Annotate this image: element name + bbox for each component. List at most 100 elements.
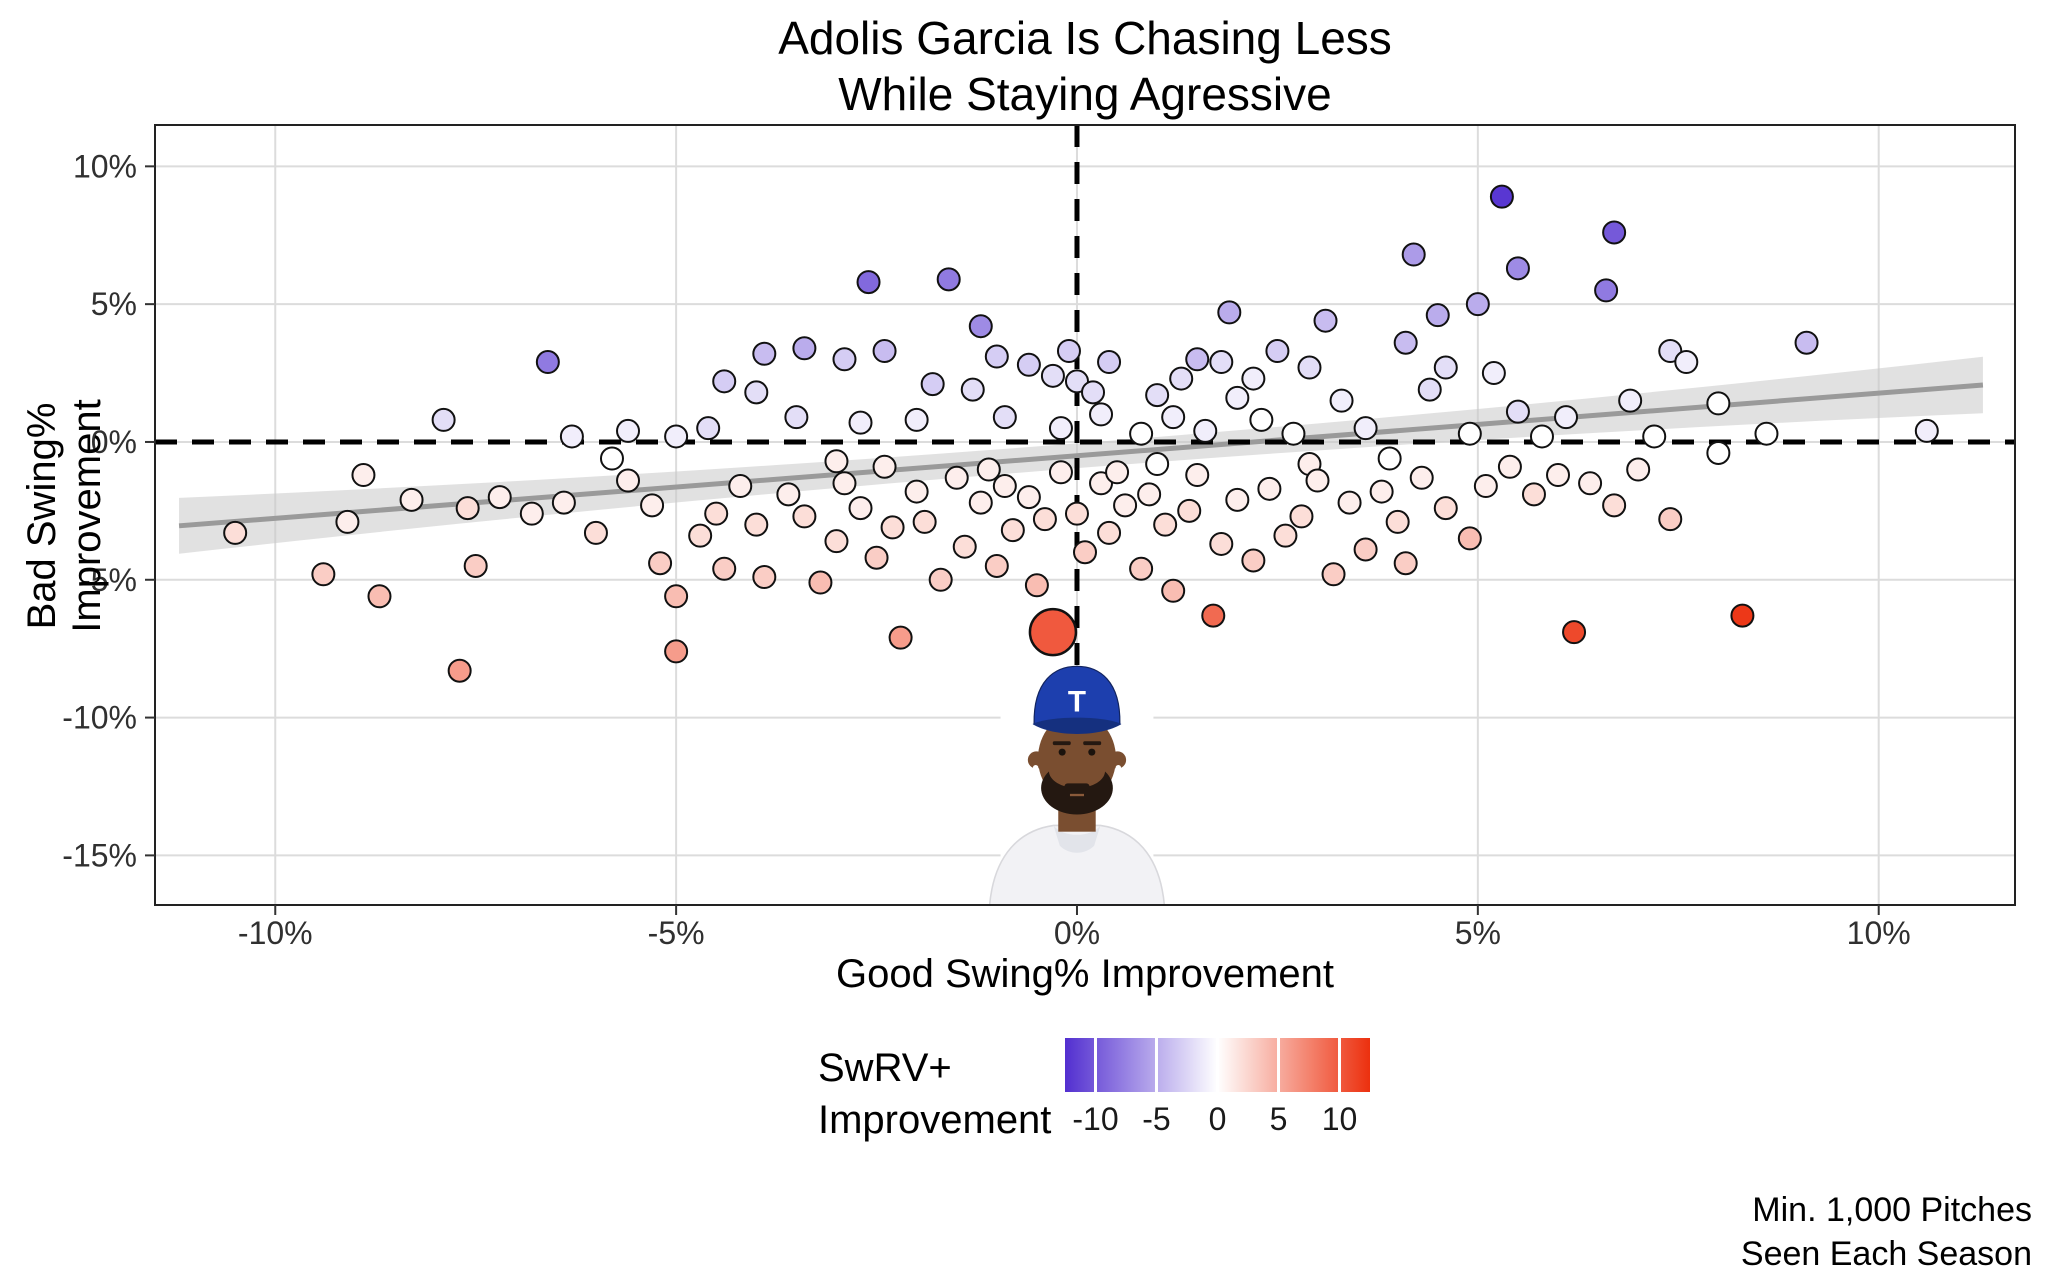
- scatter-point: [1056, 339, 1081, 364]
- scatter-point: [1433, 355, 1458, 380]
- scatter-point: [1457, 421, 1482, 446]
- scatter-point: [856, 270, 881, 295]
- scatter-point: [1353, 537, 1378, 562]
- scatter-point: [1706, 391, 1731, 416]
- scatter-point: [1145, 383, 1170, 408]
- scatter-point: [551, 490, 576, 515]
- scatter-point: [1097, 520, 1122, 545]
- scatter-point: [1193, 418, 1218, 443]
- scatter-point: [1505, 256, 1530, 281]
- mustache: [1064, 783, 1090, 791]
- x-tick-label: -10%: [238, 915, 313, 951]
- scatter-point: [744, 380, 769, 405]
- scatter-point: [1658, 507, 1683, 532]
- scatter-point: [1529, 424, 1554, 449]
- scatter-point: [519, 501, 544, 526]
- right-eye: [1088, 748, 1096, 756]
- scatter-point: [1161, 405, 1186, 430]
- legend-title-line1: SwRV+: [818, 1046, 952, 1090]
- scatter-point: [1145, 452, 1170, 477]
- scatter-point: [664, 639, 689, 664]
- scatter-point: [583, 520, 608, 545]
- highlight-point-adolis-garcia: [1028, 607, 1078, 657]
- legend-tick-label: 5: [1270, 1101, 1288, 1137]
- scatter-point: [1329, 388, 1354, 413]
- scatter-point: [1137, 482, 1162, 507]
- scatter-point: [920, 372, 945, 397]
- scatter-point: [223, 520, 248, 545]
- scatter-point: [1016, 485, 1041, 510]
- scatter-point: [463, 553, 488, 578]
- scatter-point: [1016, 352, 1041, 377]
- scatter-point: [872, 339, 897, 364]
- scatter-point: [1794, 330, 1819, 355]
- chart-title-line2: While Staying Agressive: [838, 68, 1332, 120]
- scatter-point: [1257, 476, 1282, 501]
- scatter-point: [1064, 501, 1089, 526]
- scatter-point: [1241, 366, 1266, 391]
- scatter-point: [1914, 418, 1939, 443]
- scatter-point: [744, 512, 769, 537]
- jersey-collar: [1053, 825, 1101, 853]
- scatter-point: [1265, 339, 1290, 364]
- scatter-point: [1473, 474, 1498, 499]
- caption-line2: Seen Each Season: [1740, 1235, 2032, 1273]
- scatter-point: [599, 446, 624, 471]
- scatter-point: [824, 449, 849, 474]
- scatter-point: [1089, 402, 1114, 427]
- scatter-point: [1129, 421, 1154, 446]
- left-eye: [1058, 748, 1066, 756]
- scatter-point: [784, 405, 809, 430]
- scatter-point: [968, 314, 993, 339]
- scatter-point: [1209, 531, 1234, 556]
- panel-border: [154, 124, 2016, 906]
- scatter-point: [535, 350, 560, 375]
- cap-letter: T: [1068, 686, 1086, 719]
- scatter-point: [1618, 388, 1643, 413]
- scatter-point: [1048, 416, 1073, 441]
- scatter-point: [1465, 292, 1490, 317]
- scatter-point: [1281, 421, 1306, 446]
- scatter-point: [696, 416, 721, 441]
- scatter-point: [832, 347, 857, 372]
- scatter-point: [952, 534, 977, 559]
- right-eyebrow: [1083, 741, 1102, 746]
- scatter-point: [367, 584, 392, 609]
- y-tick-label: -10%: [62, 700, 137, 736]
- legend-tick-label: -10: [1072, 1101, 1118, 1137]
- scatter-point: [904, 407, 929, 432]
- scatter-point: [1674, 350, 1699, 375]
- legend-title-line2: Improvement: [818, 1098, 1052, 1142]
- scatter-point: [1706, 440, 1731, 465]
- scatter-point: [1169, 366, 1194, 391]
- scatter-point: [311, 562, 336, 587]
- scatter-point: [1562, 620, 1587, 645]
- scatter-point: [1594, 278, 1619, 303]
- scatter-point: [1754, 421, 1779, 446]
- scatter-point: [1417, 377, 1442, 402]
- scatter-point: [968, 490, 993, 515]
- scatter-point: [1048, 460, 1073, 485]
- jersey: [988, 824, 1166, 906]
- scatter-point: [1642, 424, 1667, 449]
- scatter-point: [1225, 487, 1250, 512]
- scatter-point: [1321, 562, 1346, 587]
- scatter-point: [1305, 468, 1330, 493]
- scatter-point: [1393, 330, 1418, 355]
- adolis-garcia-photo: T: [988, 665, 1166, 906]
- scatter-point: [1241, 548, 1266, 573]
- chart-title: Adolis Garcia Is Chasing Less While Stay…: [130, 10, 2040, 122]
- scatter-point: [1000, 518, 1025, 543]
- scatter-point: [1297, 355, 1322, 380]
- legend-title: SwRV+ Improvement: [818, 1042, 1051, 1146]
- scatter-point: [792, 336, 817, 361]
- scatter-point: [880, 515, 905, 540]
- scatter-point: [1249, 407, 1274, 432]
- scatter-point: [888, 625, 913, 650]
- scatter-point: [1081, 380, 1106, 405]
- scatter-point: [559, 424, 584, 449]
- y-tick-label: 0%: [91, 424, 137, 460]
- scatter-point: [944, 465, 969, 490]
